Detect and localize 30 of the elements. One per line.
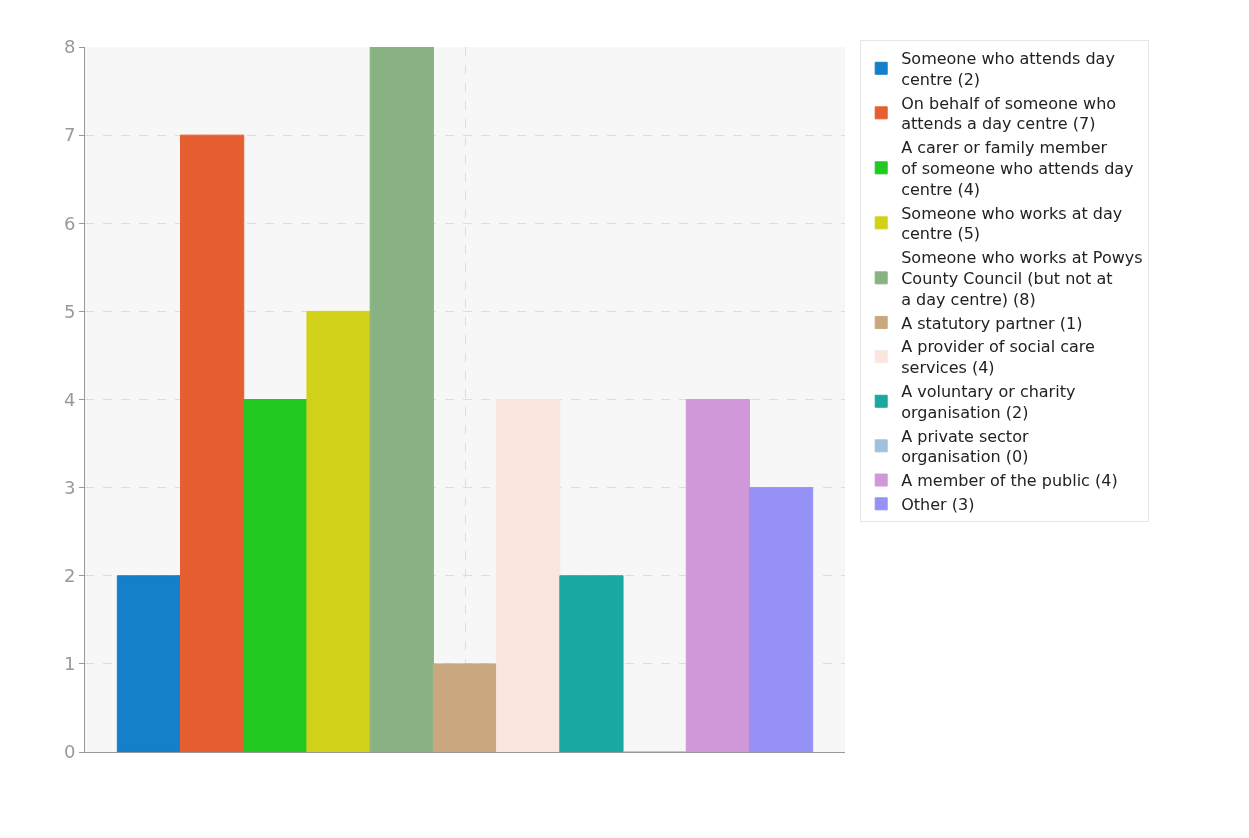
bar — [180, 134, 245, 752]
bar — [496, 399, 561, 752]
bar — [685, 399, 750, 752]
legend-label: A provider of social care services (4) — [901, 337, 1095, 378]
bar — [369, 47, 434, 752]
y-tick-label: 3 — [63, 476, 76, 498]
legend-label: Other (3) — [901, 495, 975, 515]
y-tick-label: 1 — [63, 653, 76, 675]
y-tick-label: 4 — [63, 388, 76, 410]
bar — [748, 487, 814, 752]
bar — [432, 663, 498, 752]
legend-label: Someone who attends day centre (2) — [901, 49, 1115, 89]
y-tick-label: 8 — [63, 36, 76, 58]
legend-label: A member of the public (4) — [901, 471, 1118, 491]
legend-label: Someone who works at Powys County Council (but not at a day centre) (8) — [901, 248, 1143, 309]
legend-label: A private sector organisation (0) — [901, 426, 1029, 467]
y-tick-label: 6 — [63, 212, 76, 234]
y-tick-label: 7 — [63, 124, 76, 146]
bar — [306, 310, 371, 752]
legend-label: On behalf of someone who attends a day centre (7) — [901, 93, 1117, 134]
legend-label: A statutory partner (1) — [901, 313, 1083, 333]
y-tick-label: 0 — [63, 741, 76, 763]
bar — [116, 575, 182, 752]
bar — [559, 575, 624, 752]
y-tick-label: 5 — [63, 300, 76, 322]
legend-label: A carer or family member of someone who attends day centre (4) — [901, 138, 1134, 199]
legend-label: Someone who works at day centre (5) — [901, 203, 1123, 244]
legend-label: A voluntary or charity organisation (2) — [901, 382, 1076, 422]
bar — [243, 399, 308, 752]
y-tick-label: 2 — [63, 565, 76, 587]
